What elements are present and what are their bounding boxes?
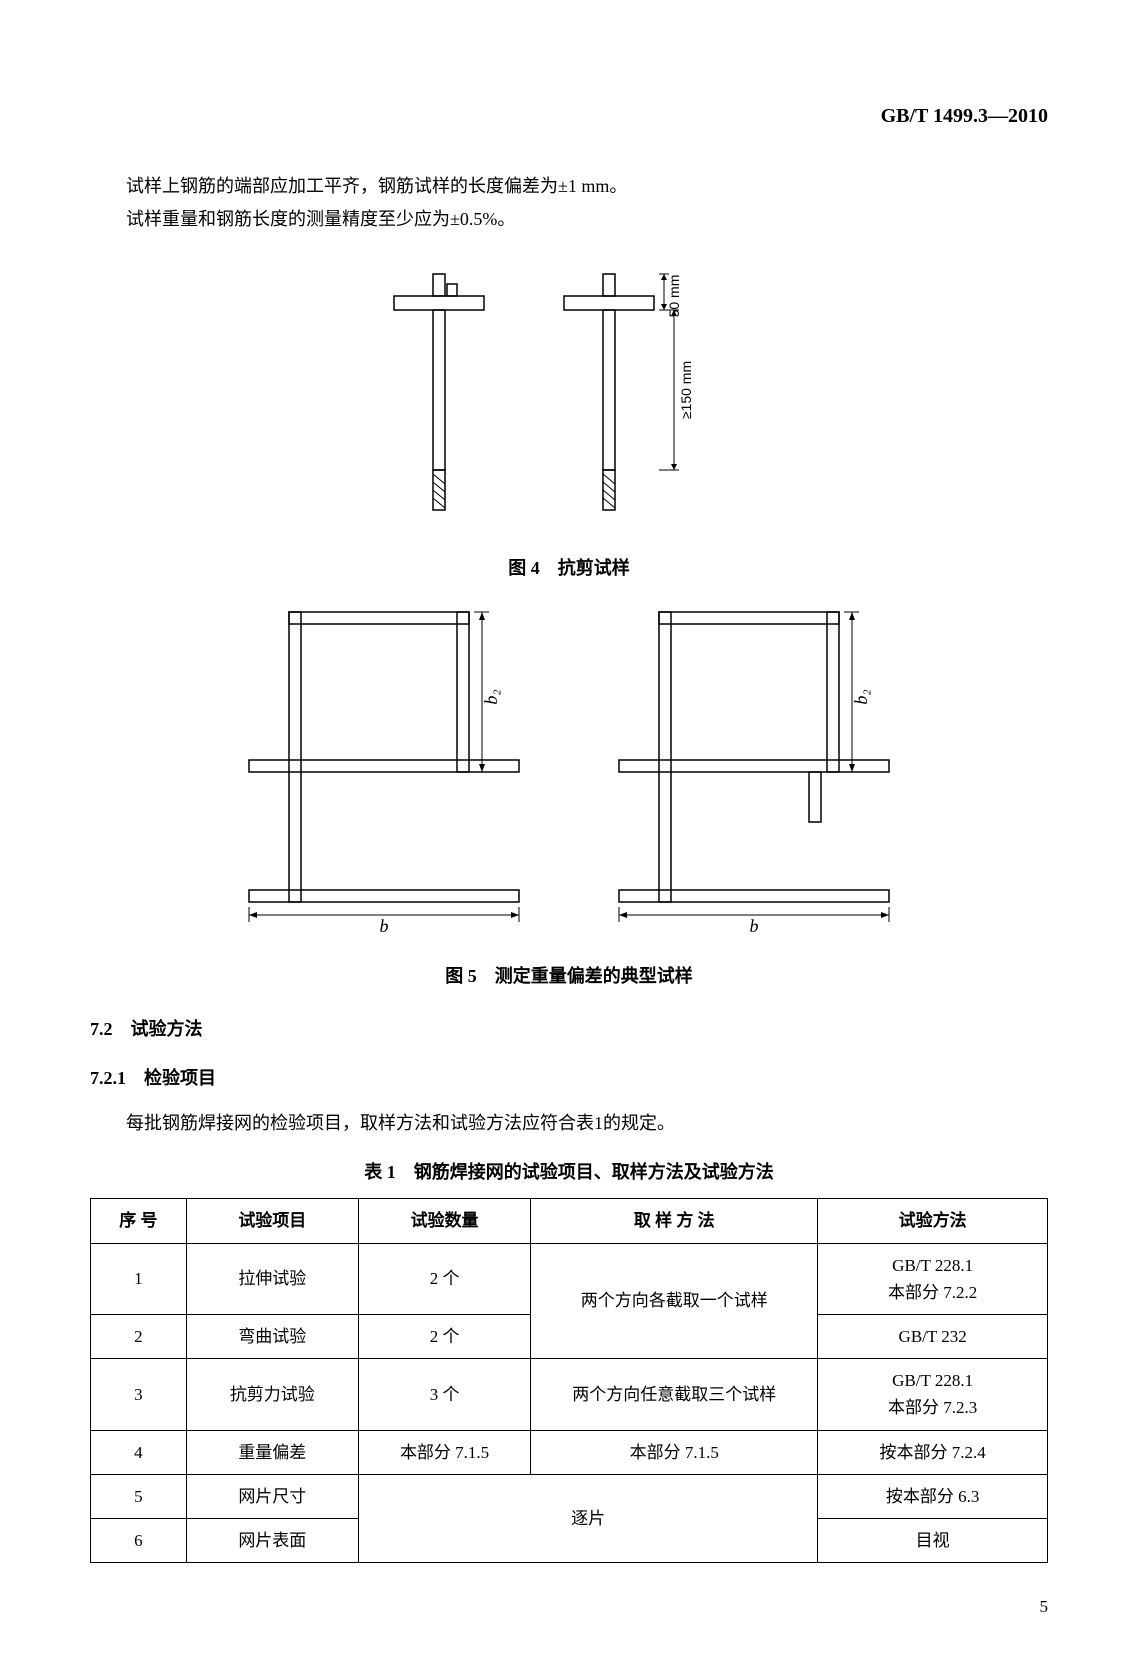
table-1: 序 号 试验项目 试验数量 取 样 方 法 试验方法 1 拉伸试验 2 个 两个… [90,1198,1048,1563]
th-sampling: 取 样 方 法 [531,1199,818,1243]
cell-method: 目视 [818,1518,1048,1562]
cell-seq: 6 [91,1518,187,1562]
cell-method: 按本部分 6.3 [818,1474,1048,1518]
th-seq: 序 号 [91,1199,187,1243]
th-qty: 试验数量 [358,1199,530,1243]
cell-seq: 3 [91,1359,187,1430]
cell-item: 网片表面 [186,1518,358,1562]
cell-item: 弯曲试验 [186,1314,358,1358]
cell-qty: 本部分 7.1.5 [358,1430,530,1474]
table-row: 5 网片尺寸 逐片 按本部分 6.3 [91,1474,1048,1518]
cell-sampling-merged: 逐片 [358,1474,817,1562]
fig5-left-b2-label: b₂ [481,690,501,705]
fig5-right-b-label: b [750,916,759,936]
fig5-right-b2-label: b₂ [851,690,871,705]
document-header: GB/T 1499.3—2010 [90,100,1048,132]
section-7-2-1-heading: 7.2.1 检验项目 [90,1064,1048,1093]
dim-150mm-label: ≥150 mm [678,360,694,418]
figure-4-caption: 图 4 抗剪试样 [90,554,1048,583]
section-7-2-heading: 7.2 试验方法 [90,1015,1048,1044]
cell-sampling: 两个方向任意截取三个试样 [531,1359,818,1430]
cell-item: 拉伸试验 [186,1243,358,1314]
cell-qty: 3 个 [358,1359,530,1430]
cell-sampling: 本部分 7.1.5 [531,1430,818,1474]
cell-item: 重量偏差 [186,1430,358,1474]
cell-method: 按本部分 7.2.4 [818,1430,1048,1474]
cell-method: GB/T 228.1本部分 7.2.3 [818,1359,1048,1430]
figure-5: b b₂ b [90,602,1048,942]
cell-item: 网片尺寸 [186,1474,358,1518]
intro-line-2: 试样重量和钢筋长度的测量精度至少应为±0.5%。 [90,205,1048,234]
table-header-row: 序 号 试验项目 试验数量 取 样 方 法 试验方法 [91,1199,1048,1243]
cell-seq: 4 [91,1430,187,1474]
table-row: 1 拉伸试验 2 个 两个方向各截取一个试样 GB/T 228.1本部分 7.2… [91,1243,1048,1314]
para-7-2-1: 每批钢筋焊接网的检验项目，取样方法和试验方法应符合表1的规定。 [90,1109,1048,1138]
table-row: 3 抗剪力试验 3 个 两个方向任意截取三个试样 GB/T 228.1本部分 7… [91,1359,1048,1430]
cell-sampling: 两个方向各截取一个试样 [531,1243,818,1359]
cell-seq: 5 [91,1474,187,1518]
cell-seq: 1 [91,1243,187,1314]
table-1-caption: 表 1 钢筋焊接网的试验项目、取样方法及试验方法 [90,1158,1048,1187]
intro-line-1: 试样上钢筋的端部应加工平齐，钢筋试样的长度偏差为±1 mm。 [90,172,1048,201]
th-item: 试验项目 [186,1199,358,1243]
table-row: 4 重量偏差 本部分 7.1.5 本部分 7.1.5 按本部分 7.2.4 [91,1430,1048,1474]
page-number: 5 [90,1593,1048,1620]
figure-5-caption: 图 5 测定重量偏差的典型试样 [90,962,1048,991]
th-method: 试验方法 [818,1199,1048,1243]
fig5-left-b-label: b [380,916,389,936]
cell-method: GB/T 228.1本部分 7.2.2 [818,1243,1048,1314]
cell-qty: 2 个 [358,1243,530,1314]
cell-item: 抗剪力试验 [186,1359,358,1430]
figure-4: 50 mm ≥150 mm [90,254,1048,534]
cell-seq: 2 [91,1314,187,1358]
cell-qty: 2 个 [358,1314,530,1358]
cell-method: GB/T 232 [818,1314,1048,1358]
